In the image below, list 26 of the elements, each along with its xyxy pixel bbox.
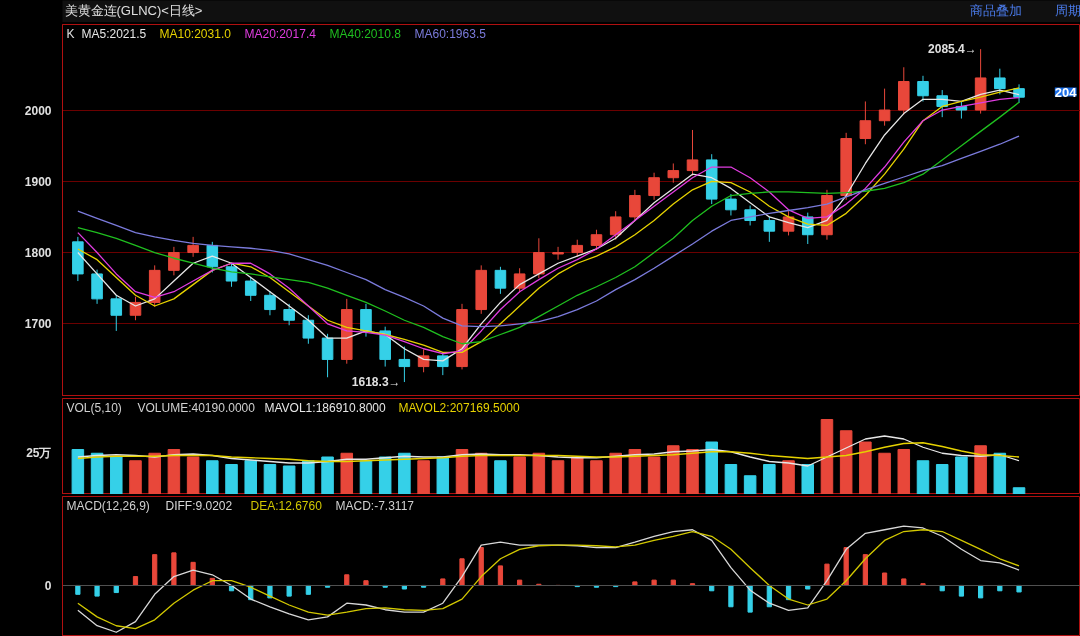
text: MA10:2031.0 [159,26,232,41]
annotation: 2085.4→ [928,42,977,57]
text: VOLUME:40190.0000 [137,400,256,415]
text: 商品叠加 [969,2,1022,18]
y-tick-label: 1700 [24,317,52,332]
y-tick-label: 2000 [24,103,52,118]
annotation: 1618.3→ [351,375,401,390]
text: 204 [1054,84,1078,100]
text: 周期 [1054,2,1080,18]
text: DEA:12.6760 [250,498,323,513]
text: MA5:2021.5 [81,26,147,41]
text: MACD(12,26,9) [66,498,150,513]
chart-title: 美黄金连(GLNC)<日线> [64,2,203,18]
y-tick-label: 1900 [24,174,52,189]
text: MA40:2010.8 [329,26,402,41]
text: MAVOL1:186910.8000 [264,400,387,415]
y-tick-label: 1800 [24,246,52,261]
text: 0 [44,578,52,593]
text: 25万 [26,446,52,461]
text: DIFF:9.0202 [165,498,233,513]
text: MACD:-7.3117 [335,498,415,513]
text: MAVOL2:207169.5000 [398,400,521,415]
annotation: K [66,26,75,41]
text: MA20:2017.4 [244,26,317,41]
text: VOL(5,10) [66,400,122,415]
text: MA60:1963.5 [414,26,487,41]
